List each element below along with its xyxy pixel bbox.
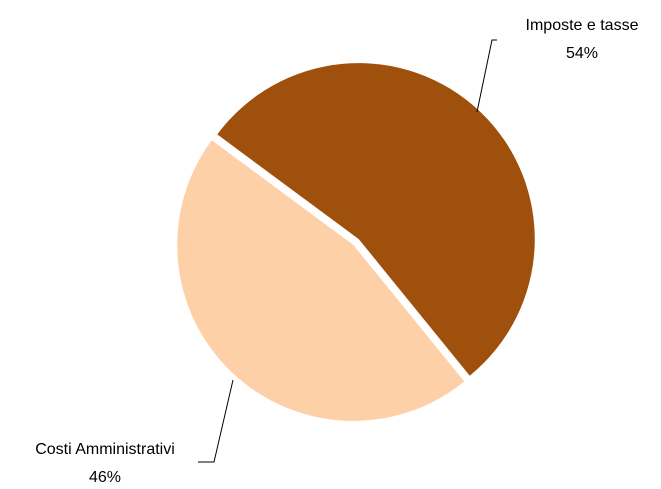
pie-slice <box>177 140 465 421</box>
leader-line <box>476 39 497 113</box>
slice-label: Imposte e tasse <box>526 17 639 34</box>
pie-slice <box>217 63 535 376</box>
slice-value-label: 46% <box>89 469 121 486</box>
leader-line <box>198 379 234 463</box>
slice-value-label: 54% <box>566 45 598 62</box>
slice-label: Costi Amministrativi <box>35 441 175 458</box>
